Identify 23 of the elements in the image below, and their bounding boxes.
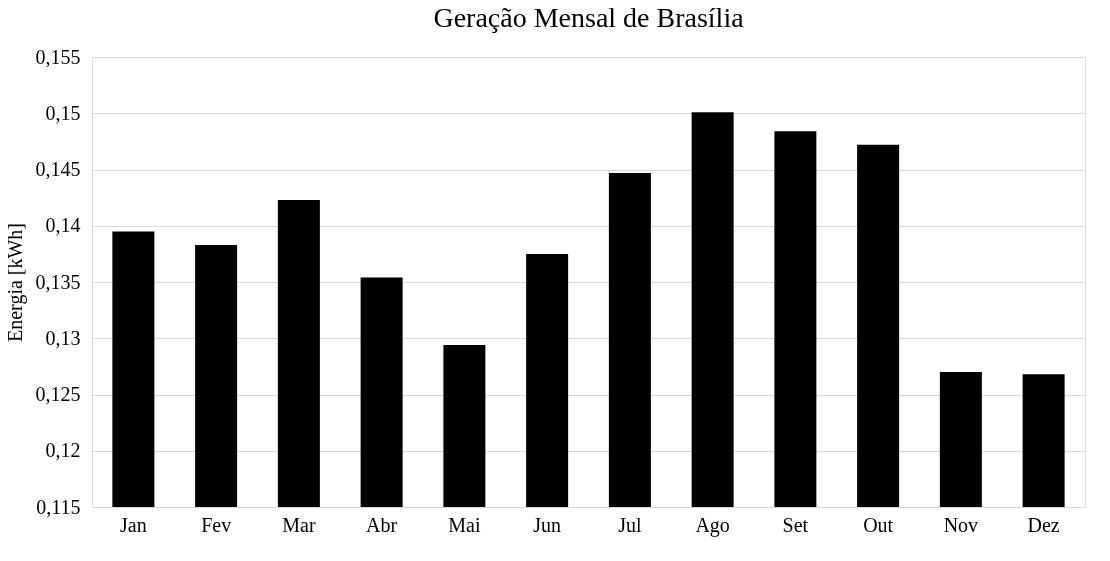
- y-tick-label: 0,125: [35, 383, 81, 405]
- y-tick-label: 0,115: [36, 495, 81, 518]
- y-tick-label: 0,135: [35, 270, 81, 293]
- x-tick-label: Ago: [695, 513, 730, 537]
- x-tick-label: Abr: [366, 513, 398, 536]
- y-axis-title: Energia [kWh]: [3, 222, 27, 343]
- x-tick-label: Set: [782, 513, 809, 536]
- y-tick-label: 0,13: [45, 326, 81, 349]
- x-tick-label: Nov: [943, 513, 979, 536]
- x-tick-label: Jun: [533, 513, 562, 536]
- x-tick-label: Mar: [282, 513, 316, 536]
- chart-title: Geração Mensal de Brasília: [433, 2, 745, 33]
- y-tick-label: 0,145: [35, 158, 81, 180]
- x-tick-label: Out: [863, 513, 894, 536]
- y-tick-label: 0,15: [45, 101, 81, 124]
- y-tick-label: 0,14: [45, 214, 81, 237]
- x-tick-label: Jul: [618, 513, 642, 536]
- y-tick-label: 0,12: [45, 439, 81, 462]
- x-tick-label: Mai: [448, 513, 481, 536]
- x-tick-label: Jan: [120, 513, 147, 536]
- x-tick-label: Dez: [1027, 513, 1060, 536]
- x-tick-label: Fev: [201, 513, 232, 536]
- y-tick-label: 0,155: [35, 45, 81, 68]
